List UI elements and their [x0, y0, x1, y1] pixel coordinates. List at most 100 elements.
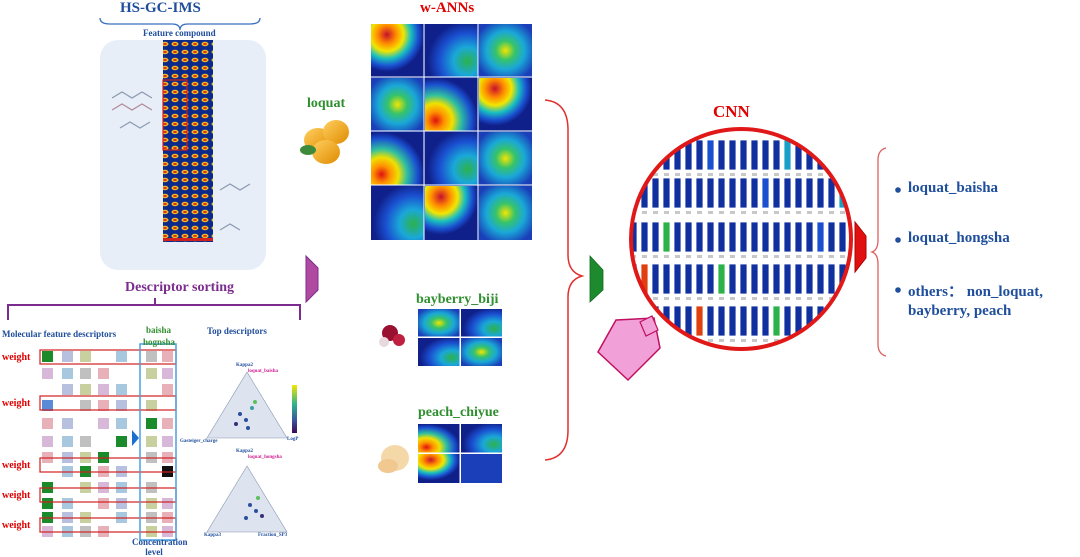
cnn-feature-tick [686, 339, 691, 342]
descriptor-cell [62, 498, 73, 509]
cnn-feature-map [816, 263, 825, 295]
cnn-feature-tick [664, 297, 669, 300]
cnn-feature-tick [862, 297, 867, 300]
cnn-feature-tick [840, 255, 845, 258]
cnn-feature-tick [642, 255, 647, 258]
cnn-feature-map [783, 305, 792, 337]
molecular-descriptors-label: Molecular feature descriptors [2, 329, 117, 339]
cnn-feature-tick [697, 255, 702, 258]
molecule-5 [219, 223, 241, 231]
cnn-feature-tick [752, 255, 757, 258]
bayberry-grid [418, 309, 502, 366]
cnn-feature-tick [763, 297, 768, 300]
cnn-feature-map [695, 221, 704, 253]
descriptor-cell [42, 351, 53, 362]
cnn-feature-map [849, 177, 851, 209]
feature-compound-label: Feature compound [143, 28, 216, 38]
cnn-feature-map [772, 139, 781, 171]
cnn-feature-tick [708, 173, 713, 176]
cnn-feature-tick [730, 173, 735, 176]
cnn-feature-tick [664, 173, 669, 176]
cnn-feature-map [750, 139, 759, 171]
ims-baseline [163, 238, 213, 241]
cnn-feature-map [728, 177, 737, 209]
cnn-feature-map [783, 177, 792, 209]
cnn-feature-map [827, 263, 836, 295]
cnn-feature-tick [829, 255, 834, 258]
cnn-feature-tick [708, 211, 713, 214]
cnn-feature-tick [818, 297, 823, 300]
descriptor-cell [116, 498, 127, 509]
cnn-feature-map [717, 305, 726, 337]
cnn-feature-tick [653, 297, 658, 300]
cnn-feature-map [673, 177, 682, 209]
cnn-feature-tick [829, 211, 834, 214]
purple-arrow [305, 254, 319, 304]
cnn-feature-map [739, 263, 748, 295]
cnn-feature-tick [785, 297, 790, 300]
descriptor-cell [62, 384, 73, 395]
descriptor-cell [162, 498, 173, 509]
descriptor-cell [80, 400, 91, 411]
baisha-label: baisha [146, 325, 172, 335]
weight-label-1: weight [2, 352, 31, 363]
cnn-feature-tick [697, 173, 702, 176]
cnn-feature-map [739, 139, 748, 171]
peach-label: peach_chiyue [418, 405, 499, 420]
ternary-plot-1 [206, 371, 297, 439]
cnn-feature-tick [796, 255, 801, 258]
descriptor-cell [62, 351, 73, 362]
bullet-2 [895, 237, 901, 243]
cnn-feature-map [761, 305, 770, 337]
cnn-feature-tick [752, 339, 757, 342]
cnn-feature-tick [774, 255, 779, 258]
concentration-level-label: Concentration level [132, 537, 188, 557]
descriptor-cell [42, 368, 53, 379]
descriptor-cell [42, 400, 53, 411]
cnn-feature-tick [741, 255, 746, 258]
cnn-feature-tick [686, 211, 691, 214]
descriptor-cell [146, 436, 157, 447]
cnn-feature-tick [752, 173, 757, 176]
cnn-feature-tick [807, 211, 812, 214]
output-3-line1: others： non_loquat, [908, 284, 1044, 300]
cnn-feature-map [761, 177, 770, 209]
ternary1-right: LogP [287, 437, 299, 442]
descriptor-cell [146, 368, 157, 379]
cnn-feature-map [772, 305, 781, 337]
cnn-feature-tick [675, 255, 680, 258]
ternary2-top: Kappa2 [236, 449, 253, 454]
cnn-feature-tick [840, 297, 845, 300]
cnn-feature-map [728, 305, 737, 337]
cnn-feature-tick [719, 297, 724, 300]
cnn-feature-map [794, 263, 803, 295]
descriptor-cell [98, 498, 109, 509]
cnn-feature-tick [862, 211, 867, 214]
descriptor-cell [62, 418, 73, 429]
descriptor-cell [62, 436, 73, 447]
descriptor-cell [98, 400, 109, 411]
cnn-feature-tick [818, 339, 823, 342]
cnn-feature-tick [697, 211, 702, 214]
cnn-feature-map [684, 177, 693, 209]
peach-image [378, 445, 409, 473]
cnn-feature-tick [818, 211, 823, 214]
cnn-feature-tick [730, 297, 735, 300]
cnn-feature-map [861, 178, 868, 208]
cnn-feature-map [651, 177, 660, 209]
cnn-feature-map [651, 221, 660, 253]
cnn-feature-tick [807, 339, 812, 342]
cnn-feature-tick [631, 297, 636, 300]
cnn-feature-map [772, 263, 781, 295]
cnn-feature-map [861, 264, 868, 294]
descriptor-cell [42, 436, 53, 447]
cnn-feature-map [706, 221, 715, 253]
cnn-feature-map [662, 263, 671, 295]
cnn-feature-tick [807, 173, 812, 176]
cnn-feature-tick [840, 211, 845, 214]
ternary1-top: Kappa2 [236, 363, 253, 368]
hognsha-label: hognsha [143, 337, 176, 347]
descriptor-cell [146, 351, 157, 362]
